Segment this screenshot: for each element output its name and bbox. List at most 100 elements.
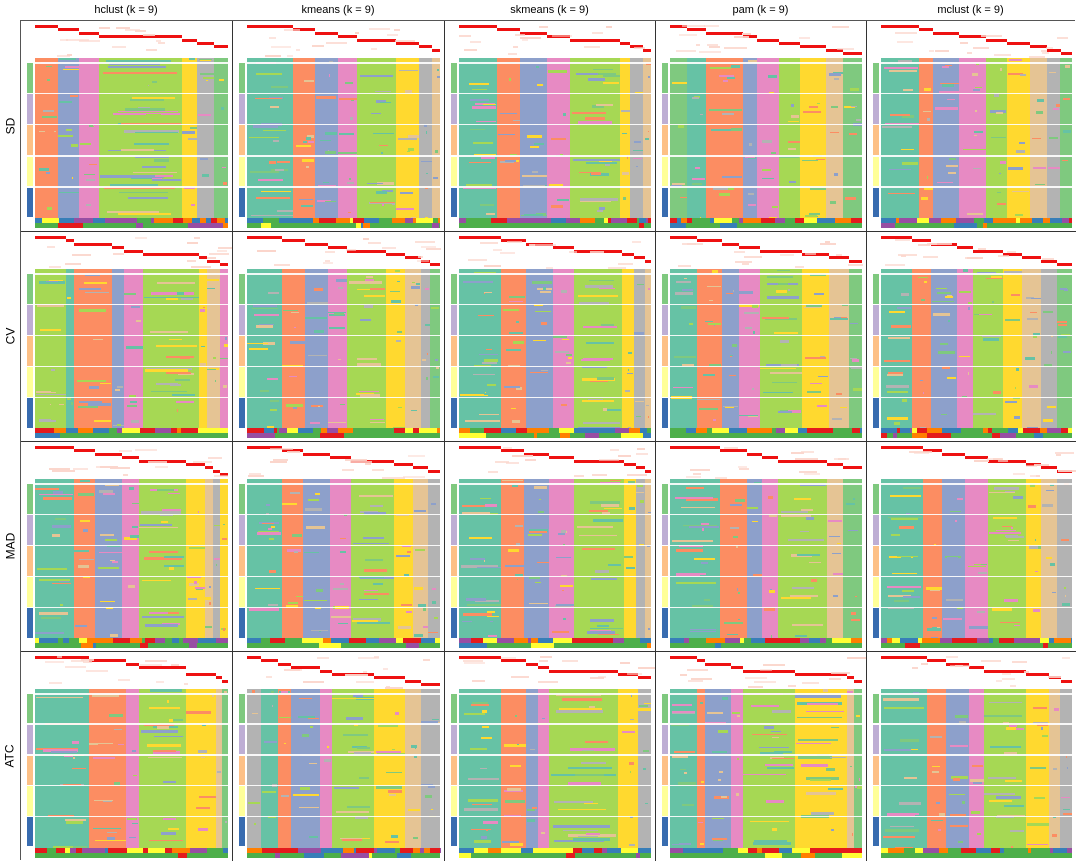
- heatmap-grid: [20, 20, 1076, 861]
- group-annotation-4: [27, 786, 33, 816]
- membership-heatmap: [35, 25, 228, 58]
- group-separator: [459, 334, 651, 336]
- group-separator: [35, 513, 228, 515]
- class-label-bar: [247, 428, 440, 433]
- group-annotation-3: [451, 755, 457, 785]
- group-separator: [670, 123, 862, 126]
- consensus-label-bar: [670, 643, 862, 648]
- membership-heatmap: [35, 236, 232, 269]
- group-annotation-3: [239, 125, 245, 156]
- group-separator: [247, 815, 440, 818]
- group-separator: [247, 483, 440, 485]
- group-separator: [881, 365, 1072, 367]
- panel-sd-mclust: [867, 21, 1076, 232]
- consensus-label-bar: [247, 223, 440, 228]
- group-separator: [881, 544, 1072, 546]
- panel-sd-pam: [656, 21, 867, 232]
- group-separator: [881, 513, 1072, 515]
- group-separator: [35, 396, 228, 398]
- group-separator: [35, 575, 228, 577]
- group-annotation-1: [662, 694, 668, 724]
- panel-sd-kmeans: [233, 21, 445, 232]
- group-annotation-3: [27, 546, 33, 576]
- panel-cv-skmeans: [445, 232, 656, 442]
- consensus-label-bar: [247, 433, 440, 438]
- group-separator: [247, 754, 440, 756]
- consensus-label-bar: [881, 853, 1072, 858]
- group-separator: [881, 483, 1072, 485]
- group-separator: [247, 62, 440, 64]
- group-separator: [459, 155, 651, 157]
- column-title-pam: pam (k = 9): [732, 4, 789, 16]
- group-separator: [35, 483, 228, 485]
- group-annotation-5: [873, 608, 879, 638]
- group-separator: [670, 784, 862, 787]
- group-annotation-1: [662, 63, 668, 93]
- group-annotation-2: [451, 724, 457, 755]
- group-annotation-4: [662, 367, 668, 397]
- group-separator: [247, 575, 440, 577]
- group-annotation-4: [239, 786, 245, 816]
- group-annotation-4: [27, 156, 33, 187]
- group-separator: [35, 92, 228, 95]
- group-separator: [881, 303, 1072, 305]
- group-annotation-4: [873, 786, 879, 816]
- class-heatmap: [35, 479, 228, 638]
- class-label-bar: [459, 638, 651, 643]
- group-separator: [881, 62, 1072, 64]
- membership-heatmap: [459, 25, 651, 58]
- class-heatmap: [670, 479, 862, 642]
- group-separator: [670, 513, 862, 515]
- group-separator: [881, 123, 1072, 126]
- group-separator: [459, 186, 651, 188]
- group-separator: [35, 544, 228, 546]
- group-separator: [881, 754, 1072, 756]
- group-separator: [35, 365, 228, 367]
- group-separator: [459, 723, 651, 725]
- group-separator: [459, 62, 651, 64]
- class-heatmap: [459, 58, 651, 221]
- class-heatmap: [247, 689, 440, 850]
- group-annotation-3: [873, 546, 879, 576]
- column-title-skmeans: skmeans (k = 9): [510, 4, 589, 16]
- group-separator: [35, 723, 228, 725]
- class-label-bar: [670, 428, 862, 433]
- consensus-label-bar: [670, 433, 862, 438]
- row-title-mad: MAD: [3, 532, 18, 560]
- group-separator: [247, 544, 440, 546]
- panel-mad-skmeans: [445, 442, 656, 652]
- group-annotation-2: [662, 94, 668, 124]
- group-separator: [670, 62, 862, 64]
- group-annotation-5: [451, 398, 457, 428]
- group-separator: [459, 396, 651, 398]
- consensus-label-bar: [459, 643, 651, 648]
- group-annotation-2: [873, 94, 879, 124]
- group-separator: [670, 303, 862, 305]
- group-separator: [35, 273, 228, 275]
- column-title-mclust: mclust (k = 9): [937, 4, 1004, 16]
- group-annotation-3: [662, 755, 668, 785]
- membership-heatmap: [459, 656, 655, 689]
- group-separator: [670, 754, 862, 756]
- group-annotation-2: [239, 94, 245, 124]
- membership-heatmap: [459, 446, 651, 479]
- group-separator: [670, 693, 862, 695]
- class-heatmap: [247, 479, 440, 638]
- class-heatmap: [247, 58, 440, 219]
- group-separator: [35, 693, 228, 695]
- group-separator: [459, 815, 651, 818]
- class-label-bar: [35, 428, 228, 433]
- group-annotation-3: [27, 336, 33, 366]
- panel-cv-mclust: [867, 232, 1076, 442]
- group-separator: [881, 606, 1072, 608]
- group-annotation-3: [662, 336, 668, 366]
- panel-mad-mclust: [867, 442, 1076, 652]
- group-annotation-3: [239, 755, 245, 785]
- group-annotation-2: [451, 94, 457, 124]
- group-separator: [881, 693, 1072, 695]
- group-separator: [247, 606, 440, 608]
- membership-heatmap: [670, 236, 864, 269]
- class-heatmap: [881, 479, 1072, 640]
- group-separator: [35, 155, 228, 157]
- group-separator: [459, 123, 651, 126]
